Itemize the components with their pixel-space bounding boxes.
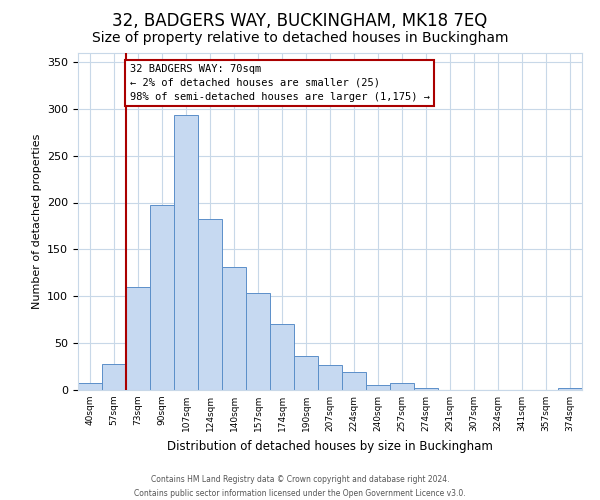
- Text: Size of property relative to detached houses in Buckingham: Size of property relative to detached ho…: [92, 31, 508, 45]
- Bar: [414, 388, 438, 390]
- Bar: [366, 386, 390, 390]
- Bar: [198, 220, 222, 390]
- X-axis label: Distribution of detached houses by size in Buckingham: Distribution of detached houses by size …: [167, 440, 493, 452]
- Bar: [150, 206, 174, 390]
- Bar: [342, 372, 366, 390]
- Bar: [390, 382, 414, 390]
- Bar: [222, 267, 246, 390]
- Text: Contains HM Land Registry data © Crown copyright and database right 2024.
Contai: Contains HM Land Registry data © Crown c…: [134, 476, 466, 498]
- Text: 32 BADGERS WAY: 70sqm
← 2% of detached houses are smaller (25)
98% of semi-detac: 32 BADGERS WAY: 70sqm ← 2% of detached h…: [130, 64, 430, 102]
- Bar: [174, 116, 198, 390]
- Text: 32, BADGERS WAY, BUCKINGHAM, MK18 7EQ: 32, BADGERS WAY, BUCKINGHAM, MK18 7EQ: [112, 12, 488, 30]
- Bar: [78, 384, 102, 390]
- Bar: [318, 364, 342, 390]
- Bar: [558, 388, 582, 390]
- Bar: [246, 294, 270, 390]
- Bar: [294, 356, 318, 390]
- Bar: [126, 287, 150, 390]
- Bar: [102, 364, 126, 390]
- Bar: [270, 324, 294, 390]
- Y-axis label: Number of detached properties: Number of detached properties: [32, 134, 41, 309]
